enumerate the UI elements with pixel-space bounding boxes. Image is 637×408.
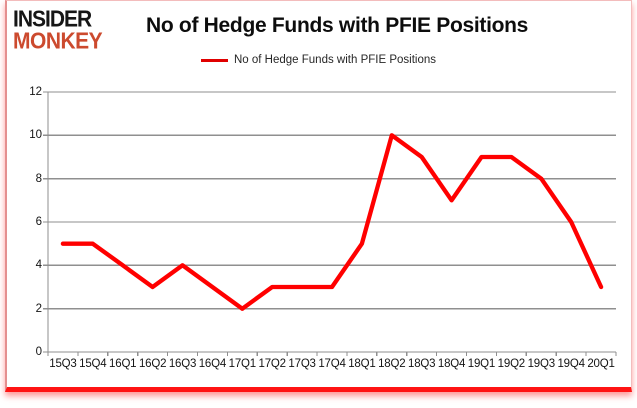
chart-title: No of Hedge Funds with PFIE Positions — [146, 14, 529, 37]
y-tick-label: 10 — [29, 129, 42, 142]
x-tick-label: 19Q4 — [557, 358, 585, 370]
x-tick-label: 16Q2 — [138, 358, 167, 370]
x-tick-label: 17Q4 — [318, 358, 346, 370]
x-tick-label: 18Q3 — [408, 358, 436, 370]
x-tick-label: 15Q3 — [49, 358, 77, 370]
y-tick-label: 0 — [35, 346, 42, 358]
y-tick-label: 2 — [35, 302, 42, 315]
x-tick-label: 15Q4 — [79, 358, 107, 370]
x-tick-label: 17Q2 — [258, 358, 287, 370]
x-tick-label: 20Q1 — [587, 358, 615, 370]
y-tick-label: 6 — [35, 216, 42, 228]
x-tick-label: 19Q3 — [527, 358, 556, 370]
widget-frame — [5, 0, 632, 392]
x-tick-label: 17Q3 — [288, 358, 316, 370]
x-tick-label: 16Q4 — [198, 358, 227, 370]
legend: No of Hedge Funds with PFIE Positions — [0, 54, 637, 66]
legend-line-swatch — [201, 58, 228, 62]
y-tick-label: 12 — [29, 86, 42, 98]
x-tick-label: 17Q1 — [228, 358, 257, 370]
insider-monkey-logo: INSIDER MONKEY — [13, 6, 103, 54]
y-tick-label: 4 — [35, 259, 42, 272]
legend-label: No of Hedge Funds with PFIE Positions — [234, 54, 436, 66]
x-tick-label: 16Q1 — [109, 358, 137, 370]
x-tick-label: 18Q1 — [348, 358, 376, 370]
x-tick-label: 19Q1 — [467, 358, 496, 370]
y-tick-label: 8 — [35, 172, 42, 185]
series-line — [60, 133, 604, 311]
x-tick-label: 16Q3 — [168, 358, 197, 370]
x-tick-label: 18Q2 — [378, 358, 406, 370]
x-tick-label: 19Q2 — [497, 358, 526, 370]
logo-word-monkey: MONKEY — [13, 28, 103, 54]
x-tick-label: 18Q4 — [437, 358, 466, 370]
logo-word-insider: INSIDER — [13, 6, 92, 33]
